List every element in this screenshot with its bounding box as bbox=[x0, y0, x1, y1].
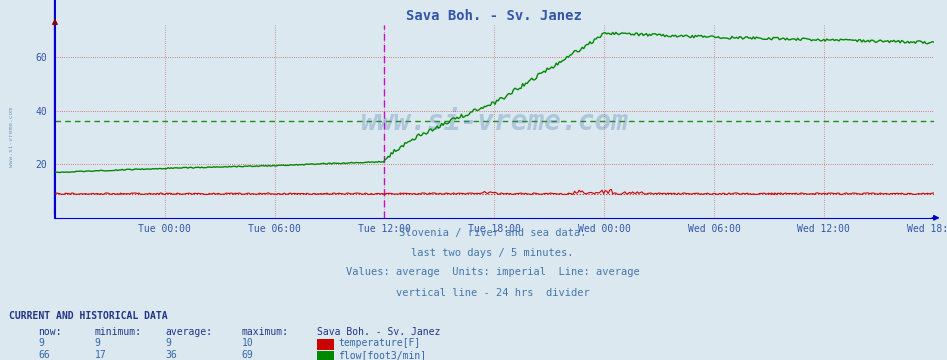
Text: vertical line - 24 hrs  divider: vertical line - 24 hrs divider bbox=[396, 288, 589, 298]
Text: average:: average: bbox=[166, 327, 213, 337]
Text: 9: 9 bbox=[38, 338, 44, 348]
Text: 66: 66 bbox=[38, 350, 49, 360]
Text: 69: 69 bbox=[241, 350, 253, 360]
Text: Sava Boh. - Sv. Janez: Sava Boh. - Sv. Janez bbox=[317, 327, 440, 337]
Text: 36: 36 bbox=[166, 350, 177, 360]
Text: now:: now: bbox=[38, 327, 62, 337]
Title: Sava Boh. - Sv. Janez: Sava Boh. - Sv. Janez bbox=[406, 9, 582, 23]
Text: 10: 10 bbox=[241, 338, 253, 348]
Text: minimum:: minimum: bbox=[95, 327, 142, 337]
Text: CURRENT AND HISTORICAL DATA: CURRENT AND HISTORICAL DATA bbox=[9, 311, 169, 321]
Text: 9: 9 bbox=[166, 338, 171, 348]
Text: flow[foot3/min]: flow[foot3/min] bbox=[338, 350, 426, 360]
Text: temperature[F]: temperature[F] bbox=[338, 338, 420, 348]
Text: Slovenia / river and sea data.: Slovenia / river and sea data. bbox=[399, 228, 586, 238]
Text: 17: 17 bbox=[95, 350, 106, 360]
Text: 9: 9 bbox=[95, 338, 100, 348]
Text: www.si-vreme.com: www.si-vreme.com bbox=[361, 108, 628, 135]
Text: last two days / 5 minutes.: last two days / 5 minutes. bbox=[411, 248, 574, 258]
Text: www.si-vreme.com: www.si-vreme.com bbox=[9, 107, 14, 167]
Text: Values: average  Units: imperial  Line: average: Values: average Units: imperial Line: av… bbox=[346, 267, 639, 278]
Text: maximum:: maximum: bbox=[241, 327, 289, 337]
